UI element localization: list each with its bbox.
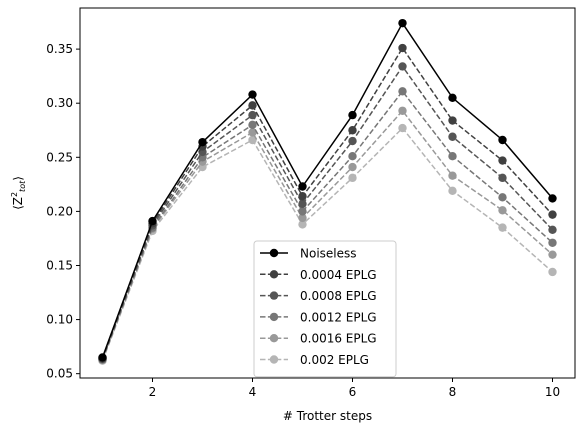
data-point	[248, 90, 257, 99]
data-point	[448, 152, 457, 161]
legend-label: 0.0012 EPLG	[300, 310, 377, 324]
data-point	[348, 162, 357, 172]
data-point	[348, 126, 357, 135]
data-point	[298, 207, 307, 216]
y-tick-label: 0.35	[46, 42, 73, 56]
data-point	[548, 210, 557, 219]
legend-marker	[269, 334, 279, 343]
data-point	[398, 123, 407, 133]
legend-label: 0.0016 EPLG	[300, 332, 377, 346]
legend-marker	[269, 248, 279, 258]
data-point	[548, 267, 557, 277]
series-line	[101, 46, 554, 359]
data-point	[548, 225, 557, 234]
x-tick-label: 8	[449, 385, 457, 399]
data-point	[248, 110, 257, 120]
series-line	[101, 21, 554, 358]
y-tick-label: 0.20	[46, 204, 73, 218]
x-axis: 2 4 6 8 10	[149, 378, 560, 399]
x-tick-label: 6	[349, 385, 357, 399]
legend-marker	[269, 291, 279, 300]
legend-marker	[269, 312, 279, 322]
x-tick-label: 4	[249, 385, 257, 399]
data-point	[248, 135, 257, 145]
data-point	[98, 353, 107, 362]
legend-label: Noiseless	[300, 247, 357, 261]
y-tick-label: 0.05	[46, 367, 73, 381]
legend-label: 0.002 EPLG	[300, 353, 369, 367]
data-point	[248, 128, 257, 137]
legend-box	[253, 240, 397, 378]
data-point	[298, 192, 307, 201]
data-point	[498, 135, 507, 145]
series-0	[98, 18, 557, 362]
data-point	[248, 101, 257, 110]
series-line	[101, 65, 554, 359]
y-axis: 0.05 0.10 0.15 0.20 0.25 0.30 0.35	[46, 42, 80, 381]
legend-item: 0.0016 EPLG	[260, 332, 377, 346]
data-point	[548, 250, 557, 259]
legend-label: 0.0004 EPLG	[300, 268, 377, 282]
data-point	[498, 206, 507, 215]
data-point	[398, 43, 407, 53]
data-point	[498, 173, 507, 183]
y-tick-label: 0.10	[46, 313, 73, 327]
series-line	[101, 126, 553, 361]
data-point	[498, 193, 507, 202]
data-point	[148, 216, 157, 226]
x-axis-label: # Trotter steps	[283, 409, 372, 423]
y-tick-label: 0.15	[46, 258, 73, 272]
legend-item: Noiseless	[260, 247, 357, 261]
y-tick-label: 0.25	[46, 150, 73, 164]
y-tick-label: 0.30	[46, 96, 73, 110]
legend-label: 0.0008 EPLG	[300, 289, 377, 303]
data-point	[548, 194, 557, 203]
data-point	[198, 137, 207, 147]
data-point	[398, 106, 407, 115]
data-point	[498, 223, 507, 232]
data-point	[548, 238, 557, 247]
legend-item: 0.0004 EPLG	[260, 268, 377, 282]
series-line	[101, 109, 553, 360]
legend-item: 0.002 EPLG	[260, 353, 369, 367]
series-5	[98, 123, 557, 365]
legend-marker	[269, 355, 279, 364]
data-point	[298, 182, 307, 191]
data-point	[398, 62, 407, 71]
x-tick-label: 2	[149, 385, 157, 399]
data-point	[448, 171, 457, 180]
legend: Noiseless 0.0004 EPLG 0.0008 EPLG 0.0012 EP…	[253, 240, 397, 378]
data-point	[398, 87, 407, 96]
data-point	[298, 220, 307, 229]
data-point	[398, 18, 407, 28]
data-point	[348, 136, 357, 146]
series-line	[101, 90, 554, 360]
data-point	[448, 186, 457, 196]
data-point	[248, 120, 257, 130]
x-tick-label: 10	[545, 385, 560, 399]
data-point	[348, 173, 357, 183]
data-point	[448, 93, 457, 102]
data-point	[448, 116, 457, 125]
legend-marker	[269, 270, 279, 279]
data-point	[448, 132, 457, 141]
legend-item: 0.0008 EPLG	[260, 289, 377, 303]
series-layer	[98, 18, 557, 365]
y-axis-label: ⟨Z2tot⟩	[10, 176, 27, 210]
data-point	[298, 199, 307, 209]
data-point	[348, 110, 357, 120]
plot-frame	[79, 7, 576, 379]
legend-item: 0.0012 EPLG	[260, 310, 377, 324]
data-point	[348, 152, 357, 161]
data-point	[498, 156, 507, 165]
data-point	[298, 213, 307, 223]
